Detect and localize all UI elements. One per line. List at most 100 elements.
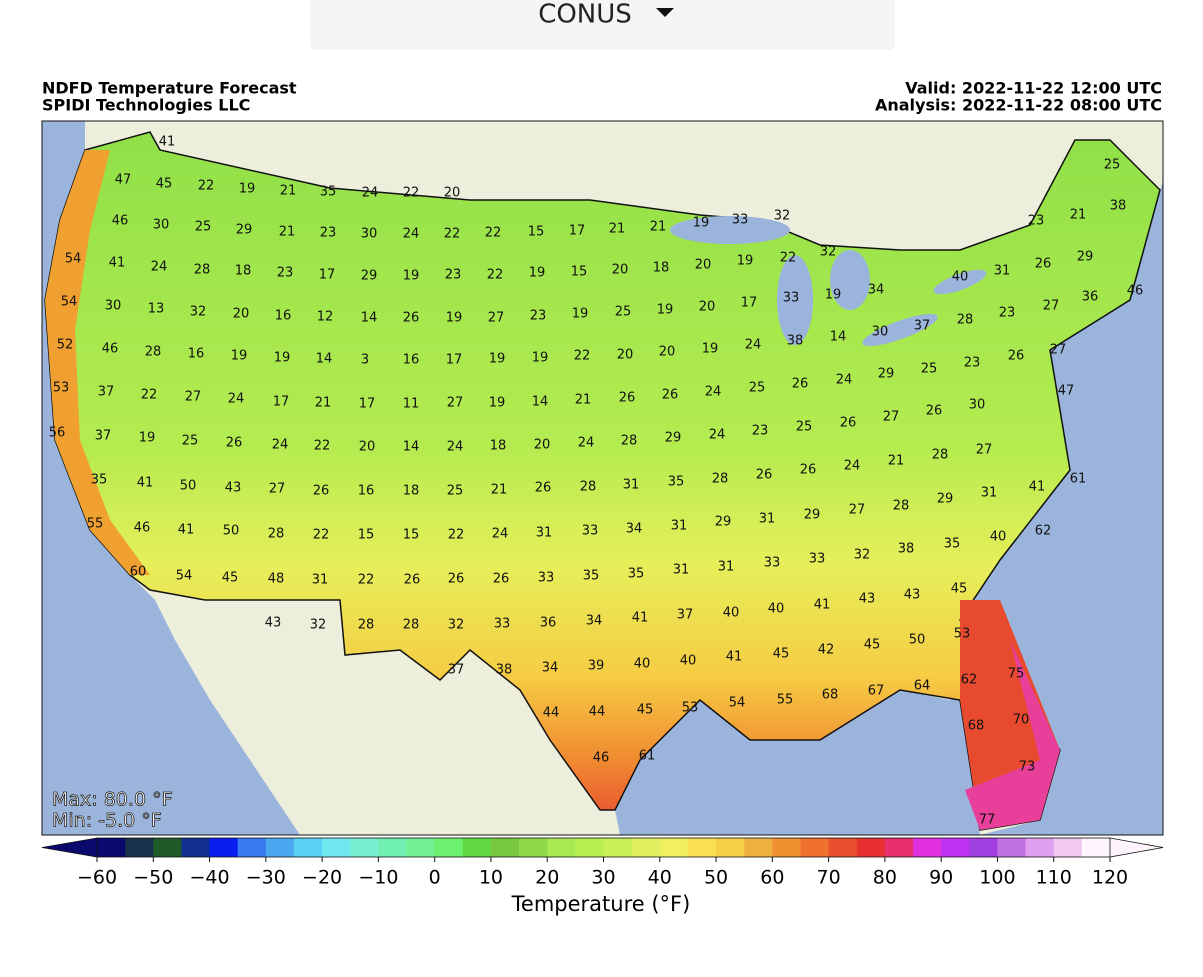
temp-label: 29	[361, 269, 378, 284]
colorbar-tick-label: −40	[190, 867, 230, 889]
temp-label: 24	[709, 428, 726, 443]
temp-label: 17	[319, 268, 336, 283]
temp-label: 50	[223, 524, 240, 539]
temp-label: 21	[1070, 208, 1087, 223]
temp-label: 26	[619, 391, 636, 406]
colorbar-bin	[913, 838, 942, 857]
temp-label: 27	[269, 482, 286, 497]
temp-label: 24	[705, 385, 722, 400]
temp-label: 21	[315, 396, 332, 411]
temp-label: 23	[752, 424, 769, 439]
temp-label: 42	[818, 643, 835, 658]
temp-label: 50	[909, 633, 926, 648]
colorbar-bin	[800, 838, 830, 857]
colorbar-label: Temperature (°F)	[511, 892, 691, 916]
colorbar-bin	[490, 838, 520, 857]
colorbar-tick-label: 40	[648, 867, 672, 889]
temp-label: 14	[403, 440, 420, 455]
temp-label: 26	[756, 468, 773, 483]
dropdown-label[interactable]: CONUS	[538, 0, 632, 30]
min-temp: Min: -5.0 °F	[52, 810, 162, 832]
temp-label: 28	[932, 448, 949, 463]
temp-label: 23	[445, 268, 462, 283]
temp-label: 30	[153, 218, 170, 233]
colorbar-bin	[209, 838, 239, 857]
temp-label: 19	[737, 254, 754, 269]
temp-label: 39	[588, 659, 605, 674]
temp-label: 28	[145, 345, 162, 360]
dropdown-caret[interactable]	[656, 8, 674, 17]
temp-label: 33	[494, 617, 511, 632]
colorbar-bin	[687, 838, 717, 857]
colorbar-tick-label: −50	[133, 867, 173, 889]
temp-label: 35	[668, 475, 685, 490]
temp-label: 27	[447, 396, 464, 411]
temp-label: 38	[898, 542, 915, 557]
temp-label: 20	[534, 438, 551, 453]
temp-label: 22	[448, 528, 465, 543]
temp-label: 43	[904, 588, 921, 603]
colorbar-bin	[969, 838, 998, 857]
temp-label: 68	[968, 719, 985, 734]
colorbar-bin	[519, 838, 548, 857]
dropdown[interactable]	[310, 0, 895, 50]
temp-label: 22	[358, 573, 375, 588]
temp-label: 22	[313, 528, 330, 543]
temp-label: 23	[964, 356, 981, 371]
temp-label: 28	[268, 527, 285, 542]
temp-label: 31	[623, 478, 640, 493]
temp-label: 20	[444, 186, 461, 201]
temp-label: 40	[680, 654, 697, 669]
temp-label: 23	[277, 266, 294, 281]
colorbar: −60 −50 −40 −30 −20 −10 0 10 20 30 40 50 60 70 80 90 100…	[41, 837, 1164, 889]
temp-label: 26	[448, 572, 465, 587]
temp-label: 36	[540, 616, 557, 631]
colorbar-bin	[744, 838, 773, 857]
temp-label: 22	[141, 388, 158, 403]
temp-label: 19	[529, 266, 546, 281]
temp-label: 54	[61, 295, 78, 310]
temp-label: 21	[280, 184, 297, 199]
temp-label: 46	[134, 521, 151, 536]
temp-label: 14	[316, 352, 333, 367]
max-temp: Max: 80.0 °F	[52, 789, 173, 811]
temp-label: 41	[109, 256, 126, 271]
lake-michigan	[777, 255, 813, 345]
temp-label: 28	[403, 618, 420, 633]
temp-label: 24	[492, 527, 509, 542]
temp-label: 17	[569, 224, 586, 239]
temp-label: 16	[358, 484, 375, 499]
temp-label: 31	[536, 526, 553, 541]
temp-label: 25	[749, 381, 766, 396]
temp-label: 28	[358, 618, 375, 633]
temp-label: 25	[195, 220, 212, 235]
temp-label: 28	[580, 480, 597, 495]
temp-label: 26	[403, 311, 420, 326]
temp-label: 41	[814, 598, 831, 613]
temp-label: 19	[274, 351, 291, 366]
temp-label: 40	[723, 606, 740, 621]
temp-label: 28	[712, 472, 729, 487]
temp-label: 36	[1082, 290, 1099, 305]
temp-label: 25	[796, 420, 813, 435]
temp-label: 18	[235, 264, 252, 279]
temp-label: 37	[677, 608, 694, 623]
temp-label: 73	[1019, 760, 1036, 775]
temp-label: 30	[361, 227, 378, 242]
temp-label: 47	[115, 173, 132, 188]
temp-label: 26	[1035, 257, 1052, 272]
lake-ontario	[933, 269, 987, 295]
colorbar-bin	[575, 838, 604, 857]
temp-label: 27	[488, 311, 505, 326]
temp-label: 22	[780, 251, 797, 266]
temp-label: 29	[878, 367, 895, 382]
colorbar-bin	[603, 838, 633, 857]
temp-label: 68	[822, 688, 839, 703]
colorbar-bin	[547, 838, 576, 857]
colorbar-bin	[772, 838, 801, 857]
colorbar-bin	[462, 838, 492, 857]
temp-label: 38	[1110, 199, 1127, 214]
temp-label: 26	[1008, 349, 1025, 364]
colorbar-bin	[1081, 838, 1111, 857]
temp-label: 46	[1127, 284, 1144, 299]
